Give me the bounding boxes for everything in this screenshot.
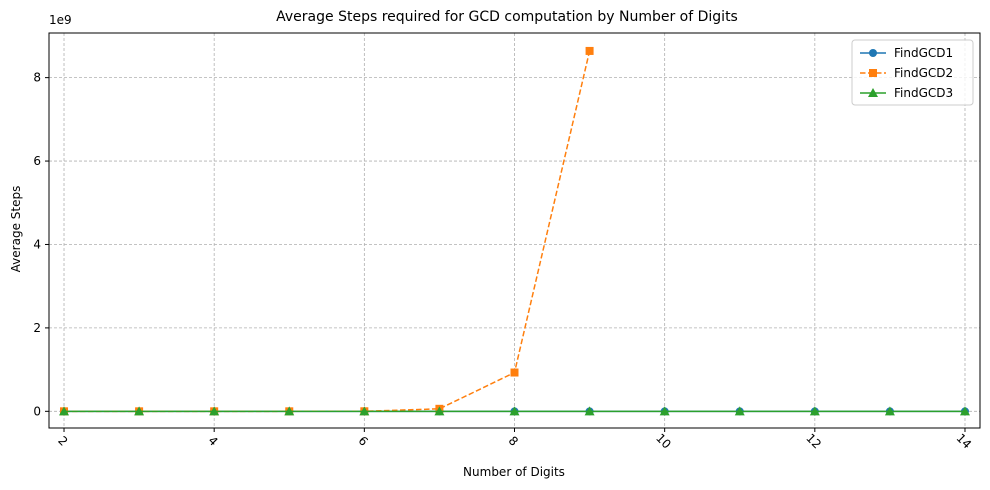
legend-entry: FindGCD3 bbox=[860, 86, 953, 100]
y-axis-offset-label: 1e9 bbox=[49, 13, 72, 27]
data-point bbox=[734, 406, 745, 416]
y-tick-label: 0 bbox=[33, 404, 41, 418]
data-point bbox=[134, 406, 145, 416]
series-line bbox=[64, 50, 591, 413]
plot-series bbox=[59, 46, 970, 416]
y-tick-label: 8 bbox=[33, 71, 41, 85]
data-point bbox=[209, 406, 220, 416]
x-tick-label: 4 bbox=[205, 434, 220, 449]
legend-label: FindGCD3 bbox=[894, 86, 953, 100]
data-point bbox=[809, 406, 820, 416]
y-tick-label: 6 bbox=[33, 154, 41, 168]
legend-label: FindGCD2 bbox=[894, 66, 953, 80]
axis-ticks: 2 4 6 8 10 12 14 0 2 4 6 8 bbox=[33, 71, 974, 452]
data-point bbox=[884, 406, 895, 416]
series-findgcd3 bbox=[59, 406, 970, 416]
data-point bbox=[510, 368, 519, 377]
data-point bbox=[59, 406, 70, 416]
x-tick-label: 12 bbox=[803, 431, 824, 452]
data-point bbox=[284, 406, 295, 416]
y-tick-label: 4 bbox=[33, 237, 41, 251]
data-point bbox=[585, 46, 594, 55]
data-point bbox=[509, 406, 520, 416]
x-tick-label: 8 bbox=[506, 434, 521, 449]
x-tick-label: 6 bbox=[356, 434, 371, 449]
legend-marker bbox=[869, 69, 877, 77]
legend-label: FindGCD1 bbox=[894, 46, 953, 60]
y-tick-label: 2 bbox=[33, 321, 41, 335]
x-tick-label: 10 bbox=[653, 431, 674, 452]
legend: FindGCD1 FindGCD2 FindGCD3 bbox=[851, 39, 974, 106]
legend-box bbox=[851, 39, 974, 106]
x-tick-label: 14 bbox=[953, 431, 974, 452]
legend-marker bbox=[868, 88, 878, 97]
x-tick-label: 2 bbox=[55, 434, 70, 449]
data-point bbox=[584, 406, 595, 416]
legend-entry: FindGCD1 bbox=[860, 46, 953, 60]
series-findgcd2 bbox=[60, 46, 594, 416]
data-point bbox=[959, 406, 970, 416]
legend-marker bbox=[869, 49, 877, 57]
chart-title: Average Steps required for GCD computati… bbox=[276, 9, 738, 25]
x-axis-label: Number of Digits bbox=[463, 465, 565, 479]
legend-entry: FindGCD2 bbox=[860, 66, 953, 80]
data-point bbox=[659, 406, 670, 416]
data-point bbox=[359, 406, 370, 416]
y-axis-label: Average Steps bbox=[9, 186, 23, 273]
data-point bbox=[434, 406, 445, 416]
